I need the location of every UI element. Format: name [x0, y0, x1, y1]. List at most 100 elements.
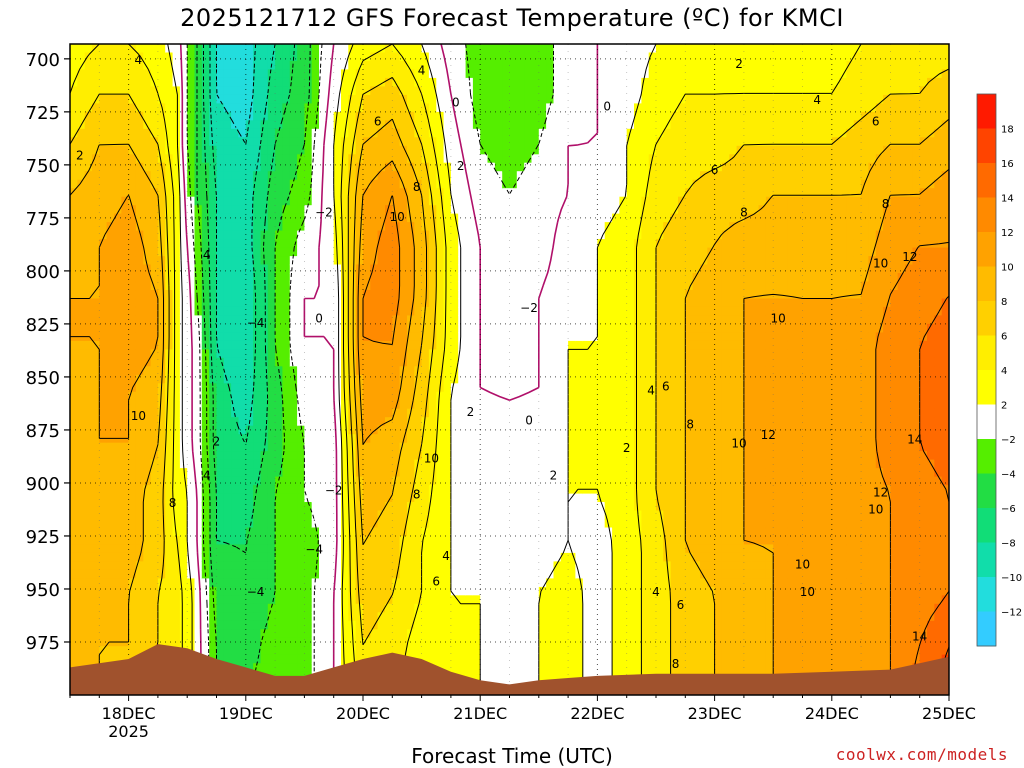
temp-cell — [480, 52, 489, 62]
temp-cell — [428, 315, 437, 325]
temp-cell — [99, 332, 108, 342]
temp-cell — [209, 239, 218, 249]
temp-cell — [165, 502, 174, 512]
temp-cell — [231, 154, 239, 164]
temp-cell — [465, 561, 474, 571]
temp-cell — [209, 86, 218, 96]
temp-cell — [333, 137, 342, 147]
temp-cell — [304, 620, 313, 630]
temp-cell — [77, 323, 86, 333]
temp-cell — [480, 536, 489, 546]
temp-cell — [428, 239, 437, 249]
temp-cell — [370, 94, 379, 104]
temp-cell — [304, 69, 313, 79]
temp-cell — [99, 281, 108, 291]
temp-cell — [260, 103, 269, 113]
temp-cell — [443, 298, 452, 308]
temp-cell — [194, 510, 203, 520]
temp-cell — [319, 44, 327, 54]
temp-cell — [355, 586, 364, 596]
temp-cell — [106, 145, 115, 155]
temp-cell — [443, 179, 452, 189]
temp-cell — [480, 408, 489, 418]
temp-cell — [355, 323, 364, 333]
temp-cell — [531, 230, 540, 240]
temp-cell — [363, 519, 371, 529]
temp-cell — [114, 86, 122, 96]
temp-cell — [135, 290, 144, 300]
temp-cell — [516, 205, 525, 215]
temp-cell — [450, 230, 459, 240]
temp-cell — [333, 544, 342, 554]
temp-cell — [84, 586, 93, 596]
temp-cell — [414, 510, 423, 520]
temp-cell — [77, 44, 86, 54]
temp-cell — [165, 247, 174, 257]
temp-cell — [377, 94, 386, 104]
temp-cell — [509, 290, 518, 300]
temp-cell — [304, 171, 313, 181]
temp-cell — [209, 315, 218, 325]
temp-cell — [135, 468, 144, 478]
temp-cell — [99, 519, 108, 529]
temp-cell — [319, 519, 327, 529]
temp-cell — [341, 306, 349, 316]
temp-cell — [304, 290, 313, 300]
temp-cell — [538, 569, 547, 579]
temp-cell — [370, 391, 379, 401]
temp-cell — [231, 502, 239, 512]
temp-cell — [414, 145, 423, 155]
temp-cell — [143, 561, 152, 571]
temp-cell — [414, 425, 423, 435]
temp-cell — [179, 281, 188, 291]
temp-cell — [487, 374, 496, 384]
temp-cell — [538, 578, 547, 588]
temp-cell — [326, 527, 335, 537]
temp-cell — [297, 374, 305, 384]
temp-cell — [157, 188, 166, 198]
temp-cell — [370, 86, 379, 96]
temp-cell — [516, 519, 525, 529]
temp-cell — [223, 128, 232, 138]
temp-cell — [289, 663, 298, 673]
temp-cell — [458, 44, 467, 54]
temp-cell — [421, 332, 430, 342]
temp-cell — [450, 357, 459, 367]
temp-cell — [333, 476, 342, 486]
temp-cell — [407, 459, 415, 469]
temp-cell — [363, 111, 371, 121]
temp-cell — [70, 654, 78, 664]
temp-cell — [114, 128, 122, 138]
temp-cell — [187, 417, 196, 427]
temp-cell — [172, 239, 181, 249]
temp-cell — [524, 323, 533, 333]
temp-cell — [458, 374, 467, 384]
temp-cell — [450, 103, 459, 113]
temp-cell — [260, 552, 269, 562]
temp-cell — [399, 222, 408, 232]
temp-cell — [172, 264, 181, 274]
temp-cell — [179, 247, 188, 257]
temp-cell — [450, 120, 459, 130]
temp-cell — [487, 264, 496, 274]
temp-cell — [135, 383, 144, 393]
temp-cell — [458, 552, 467, 562]
temp-cell — [363, 61, 371, 71]
temp-cell — [128, 137, 137, 147]
temp-cell — [428, 306, 437, 316]
temp-cell — [106, 256, 115, 266]
temp-cell — [275, 213, 283, 223]
temp-cell — [494, 468, 503, 478]
temp-cell — [407, 417, 415, 427]
temp-cell — [99, 94, 108, 104]
temp-cell — [304, 315, 313, 325]
temp-cell — [363, 86, 371, 96]
temp-cell — [209, 536, 218, 546]
temp-cell — [304, 179, 313, 189]
temp-cell — [99, 544, 108, 554]
temp-cell — [304, 629, 313, 639]
temp-cell — [297, 86, 305, 96]
temp-cell — [157, 340, 166, 350]
temp-cell — [297, 128, 305, 138]
temp-cell — [355, 646, 364, 656]
